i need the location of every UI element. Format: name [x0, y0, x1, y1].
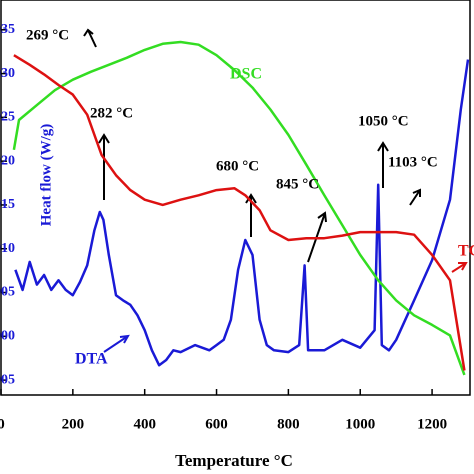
y-tick-label: 010: [0, 241, 15, 256]
annotation: 1103 °C: [388, 154, 438, 170]
series-label: DTA: [75, 351, 108, 368]
x-tick-label: 400: [133, 416, 156, 432]
y-axis-title: Heat flow (W/g): [38, 124, 54, 226]
annotation: 1050 °C: [358, 113, 409, 129]
x-tick-label: 600: [205, 416, 228, 432]
annotation: 845 °C: [276, 176, 319, 192]
x-tick-label: 800: [277, 416, 300, 432]
y-tick-label: 020: [0, 153, 15, 168]
y-tick-label: 030: [0, 66, 15, 81]
y-tick-label: 035: [0, 22, 15, 37]
y-tick-label: 005: [0, 285, 15, 300]
y-tick-label: 015: [0, 197, 15, 212]
annotation: 282 °C: [90, 105, 133, 121]
x-tick-label: 1000: [345, 416, 375, 432]
x-tick-label: 200: [62, 416, 85, 432]
x-axis-title: Temperature °C: [175, 451, 293, 470]
y-tick-label: 000: [0, 329, 15, 344]
series-line: [12, 40, 466, 376]
series-label: DSC: [230, 66, 262, 83]
series-label: TG: [458, 243, 474, 260]
y-tick-label: 025: [0, 110, 15, 125]
plot-frame: [0, 0, 471, 396]
arrows: [83, 28, 468, 353]
series-line: [14, 59, 470, 367]
annotation: 680 °C: [216, 158, 259, 174]
series-line: [13, 54, 466, 371]
x-tick-label: 1200: [417, 416, 447, 432]
x-tick-label: 0: [0, 416, 5, 432]
annotation: 269 °C: [26, 27, 69, 43]
y-tick-label: 005: [0, 372, 15, 387]
